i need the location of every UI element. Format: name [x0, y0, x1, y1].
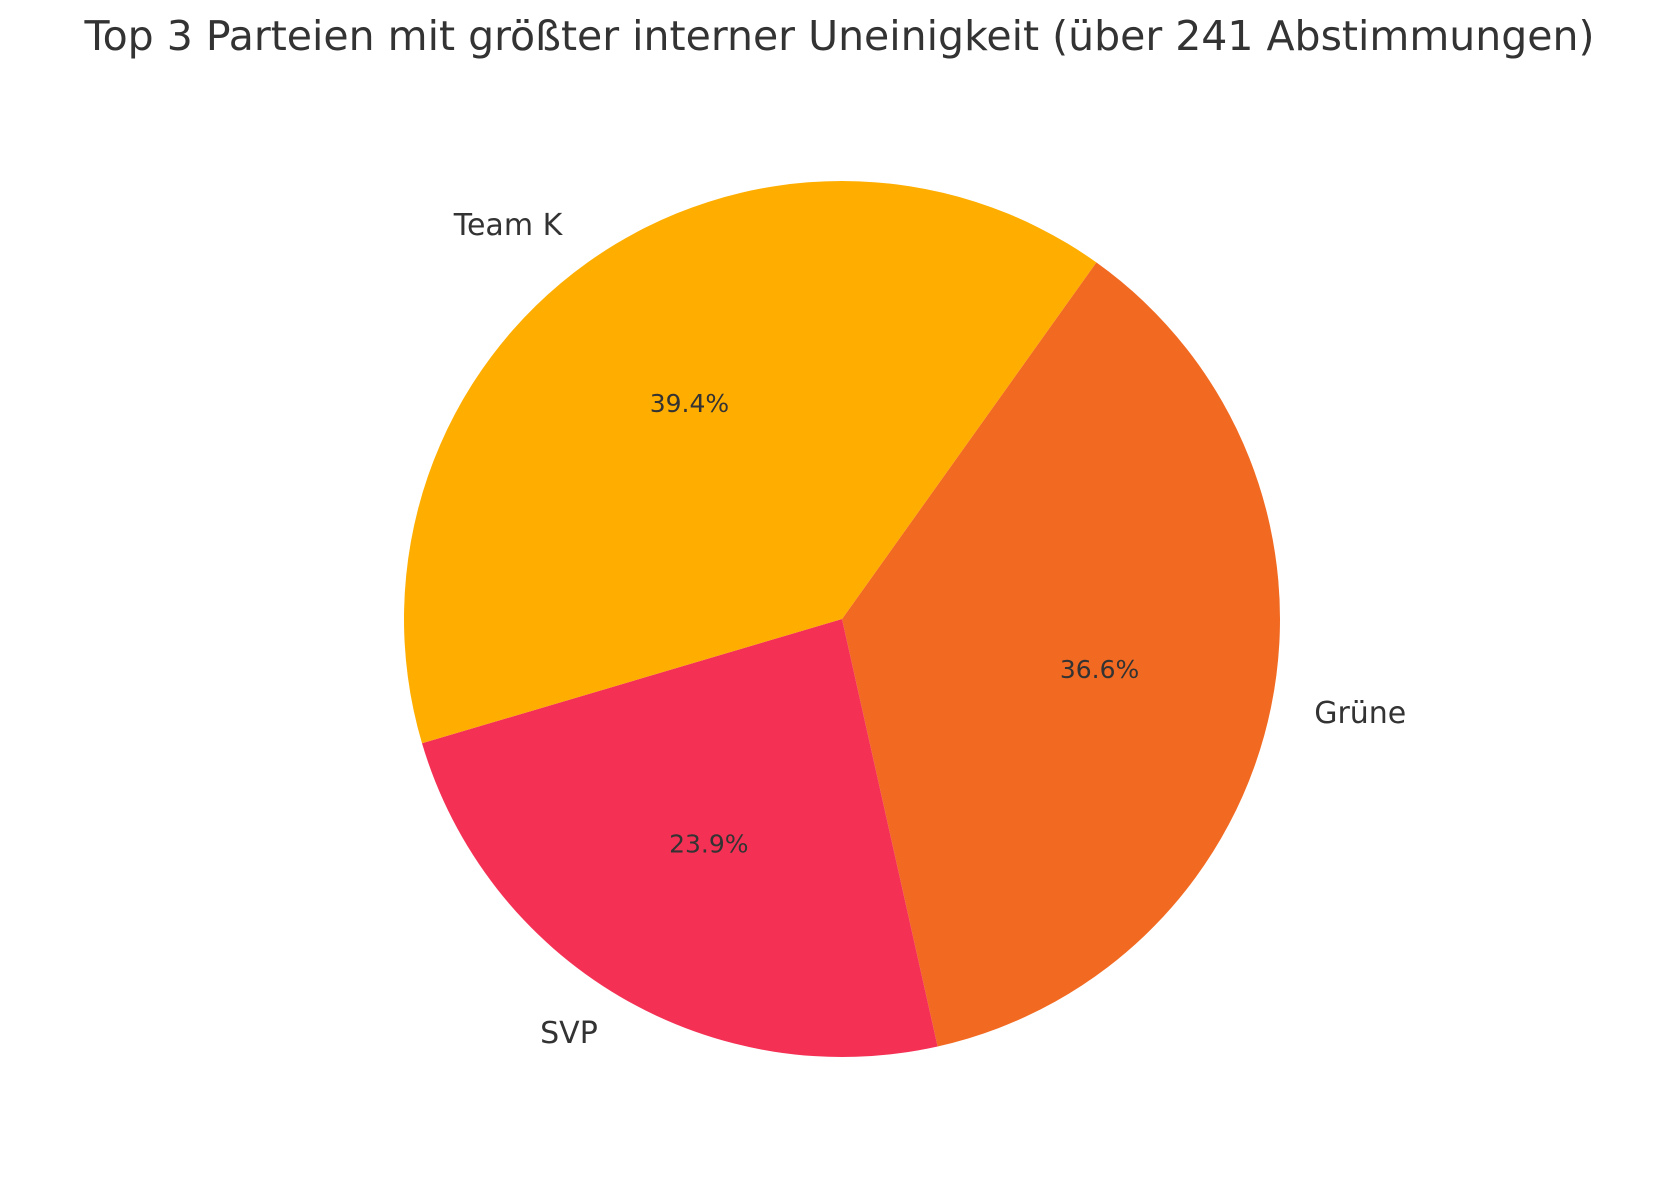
pie-slice-svp	[421, 619, 938, 1057]
slice-percent-gr-ne: 36.6%	[1060, 655, 1139, 684]
chart-title: Top 3 Parteien mit größter interner Unei…	[84, 12, 1595, 60]
slice-label-team-k: Team K	[453, 208, 564, 243]
pie-slices	[404, 181, 1280, 1057]
slice-percent-svp: 23.9%	[669, 830, 748, 859]
slice-percent-team-k: 39.4%	[650, 389, 729, 418]
pie-slice-gr-ne	[842, 262, 1280, 1047]
pie-labels: Grüne 36.6% SVP 23.9% Team K 39.4%	[453, 208, 1407, 1051]
pie-slice-team-k	[404, 181, 1097, 744]
slice-label-svp: SVP	[540, 1016, 598, 1051]
slice-label-gr-ne: Grüne	[1314, 696, 1406, 731]
